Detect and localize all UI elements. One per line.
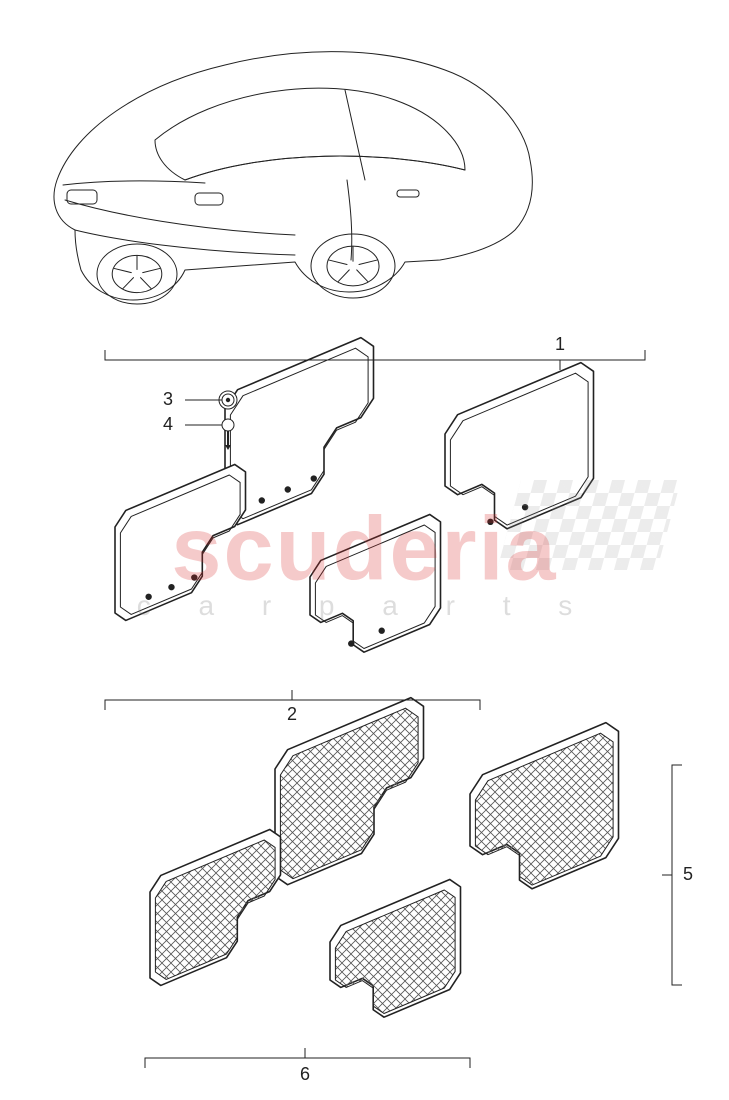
mat-front-right [470,723,619,889]
callout-3: 3 [163,389,173,409]
mat-front-left [275,698,424,885]
grommet [285,486,291,492]
mat-rear-right [310,514,441,652]
grommet [145,594,151,600]
parts-diagram-svg: 1 2 3 4 5 6 [0,0,729,1100]
grommet [168,584,174,590]
grommet [379,628,385,634]
grommet [487,519,493,525]
grommet [191,574,197,580]
diagram-container: 123456 scuderia c a r p a r t s [0,0,729,1100]
bracket-5 [662,765,682,985]
grommet [522,504,528,510]
mat-front-right [445,363,594,529]
mat-group-main-mat-set [115,338,594,653]
grommet [311,475,317,481]
mat-rear-left [150,829,281,985]
mat-rear-right [330,879,461,1017]
callout-6: 6 [300,1064,310,1084]
mat-front-left [225,338,374,525]
mat-rear-left [115,464,246,620]
callout-1: 1 [555,334,565,354]
context-vehicle [54,52,532,304]
grommet [348,640,354,646]
callout-4: 4 [163,414,173,434]
grommet [259,497,265,503]
callout-5: 5 [683,864,693,884]
callout-2: 2 [287,704,297,724]
mat-group-hatched-mat-set [150,698,619,1018]
